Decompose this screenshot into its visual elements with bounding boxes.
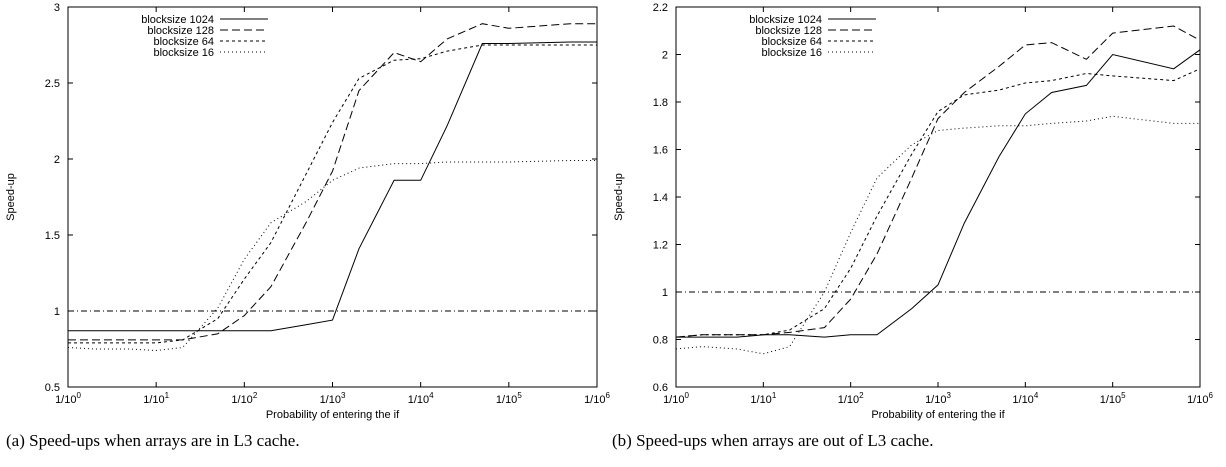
y-tick-label: 1 — [54, 306, 60, 318]
x-tick-label: 1/103 — [925, 391, 951, 406]
x-tick-label: 1/102 — [231, 391, 257, 406]
chart-panel-b: 0.6 0.8 1 1.2 1.4 1.6 1.8 2 2.2 1/100 1/101 1/102 1/… — [612, 2, 1213, 450]
y-tick-label: 2.2 — [653, 2, 668, 14]
legend-label: blocksize 128 — [755, 25, 822, 37]
x-tick-label: 1/101 — [143, 391, 169, 406]
x-tick-label: 1/103 — [320, 391, 346, 406]
x-tick-label: 1/104 — [1012, 391, 1038, 406]
series-line-blocksize-128 — [675, 25, 1201, 338]
series-line-blocksize-128 — [68, 23, 597, 341]
y-axis-label: Speed-up — [613, 173, 625, 221]
y-tick-label: 1.8 — [653, 97, 668, 109]
y-tick-label: 0.6 — [653, 382, 668, 394]
legend-label: blocksize 1024 — [749, 14, 822, 26]
figure-caption: (a) Speed-ups when arrays are in L3 cach… — [6, 431, 300, 450]
figure-caption: (b) Speed-ups when arrays are out of L3 … — [612, 431, 933, 450]
y-tick-label: 1.2 — [653, 240, 668, 252]
series-line-blocksize-16 — [675, 115, 1200, 355]
y-axis-label: Speed-up — [5, 173, 17, 221]
x-tick-label: 1/106 — [584, 391, 610, 406]
x-tick-label: 1/100 — [55, 391, 81, 406]
series-line-blocksize-64 — [675, 68, 1201, 338]
y-tick-label: 2 — [54, 154, 60, 166]
x-tick-label: 1/102 — [838, 391, 864, 406]
x-axis-label: Probability of entering the if — [266, 409, 400, 421]
y-tick-label: 1 — [662, 287, 668, 299]
y-tick-label: 1.5 — [45, 230, 60, 242]
series-line-blocksize-1024 — [676, 49, 1201, 338]
legend-label: blocksize 1024 — [141, 14, 214, 26]
chart-panel-a: 0.5 1 1.5 2 2.5 3 1/100 1/101 1/102 1/103 1/104 1/1… — [5, 2, 610, 450]
y-tick-label: 1.6 — [653, 145, 668, 157]
legend-label: blocksize 128 — [147, 25, 214, 37]
series-line-blocksize-64 — [68, 44, 597, 344]
x-axis-label: Probability of entering the if — [871, 409, 1005, 421]
x-tick-label: 1/105 — [496, 391, 522, 406]
legend-label: blocksize 64 — [153, 36, 214, 48]
plot-frame — [675, 6, 1201, 388]
y-tick-label: 0.5 — [45, 382, 60, 394]
series-line-blocksize-1024 — [68, 41, 597, 332]
legend-label: blocksize 64 — [761, 36, 822, 48]
y-tick-label: 2 — [662, 50, 668, 62]
x-tick-label: 1/105 — [1100, 391, 1126, 406]
y-tick-label: 3 — [54, 2, 60, 14]
x-tick-label: 1/101 — [750, 391, 776, 406]
series-line-blocksize-16 — [67, 160, 597, 352]
legend-label: blocksize 16 — [153, 47, 214, 59]
x-tick-label: 1/106 — [1187, 391, 1213, 406]
plot-frame — [67, 6, 598, 388]
legend-label: blocksize 16 — [761, 47, 822, 59]
y-tick-label: 1.4 — [653, 192, 668, 204]
y-tick-label: 2.5 — [45, 78, 60, 90]
x-tick-label: 1/100 — [663, 391, 689, 406]
x-tick-label: 1/104 — [408, 391, 434, 406]
y-tick-label: 0.8 — [653, 335, 668, 347]
